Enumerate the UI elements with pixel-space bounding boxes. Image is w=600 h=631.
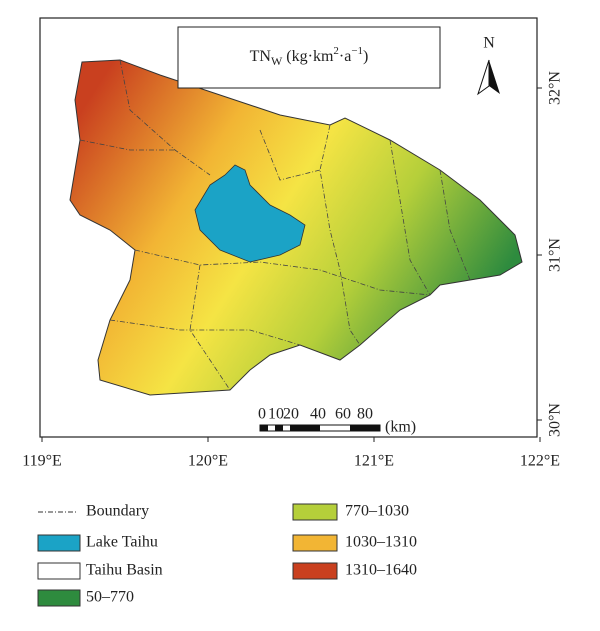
north-arrow [489,60,500,94]
scale-unit: (km) [385,419,416,436]
lat-label: 32°N [547,71,564,105]
scale-label: 20 [283,406,299,423]
scale-bar [259,424,381,432]
map-title: TNW (kg·km2·a−1) [250,45,369,68]
scale-label: 10 [268,406,284,423]
lat-label: 31°N [547,238,564,272]
legend-label: Boundary [86,503,149,520]
legend-swatch [37,534,81,552]
lon-label: 120°E [188,453,228,470]
lat-label: 30°N [547,403,564,437]
legend-label: 50–770 [86,589,134,606]
legend-label: Taihu Basin [86,562,163,579]
title-sup: −1 [351,45,363,57]
scale-label: 80 [357,406,373,423]
scale-label: 0 [258,406,266,423]
title-unit: (kg·km [282,48,334,65]
legend-swatch [37,589,81,607]
lon-label: 121°E [354,453,394,470]
title-sub: W [271,54,283,68]
north-label: N [483,35,495,52]
title-sup: 2 [333,45,339,57]
title-unit: ·a [339,48,351,65]
legend-swatch [37,562,81,580]
legend-label: 1030–1310 [345,534,417,551]
legend-label: Lake Taihu [86,534,158,551]
legend-label: 770–1030 [345,503,409,520]
lon-label: 122°E [520,453,560,470]
title-unit: ) [363,48,368,65]
legend-swatch [292,503,338,521]
scale-label: 60 [335,406,351,423]
legend-label: 1310–1640 [345,562,417,579]
title-base: TN [250,48,272,65]
lake-taihu [194,164,306,263]
boundaries [79,59,471,391]
legend-swatch [292,562,338,580]
title-box [177,26,441,89]
lon-label: 119°E [22,453,62,470]
scale-label: 40 [310,406,326,423]
legend-swatch [292,534,338,552]
